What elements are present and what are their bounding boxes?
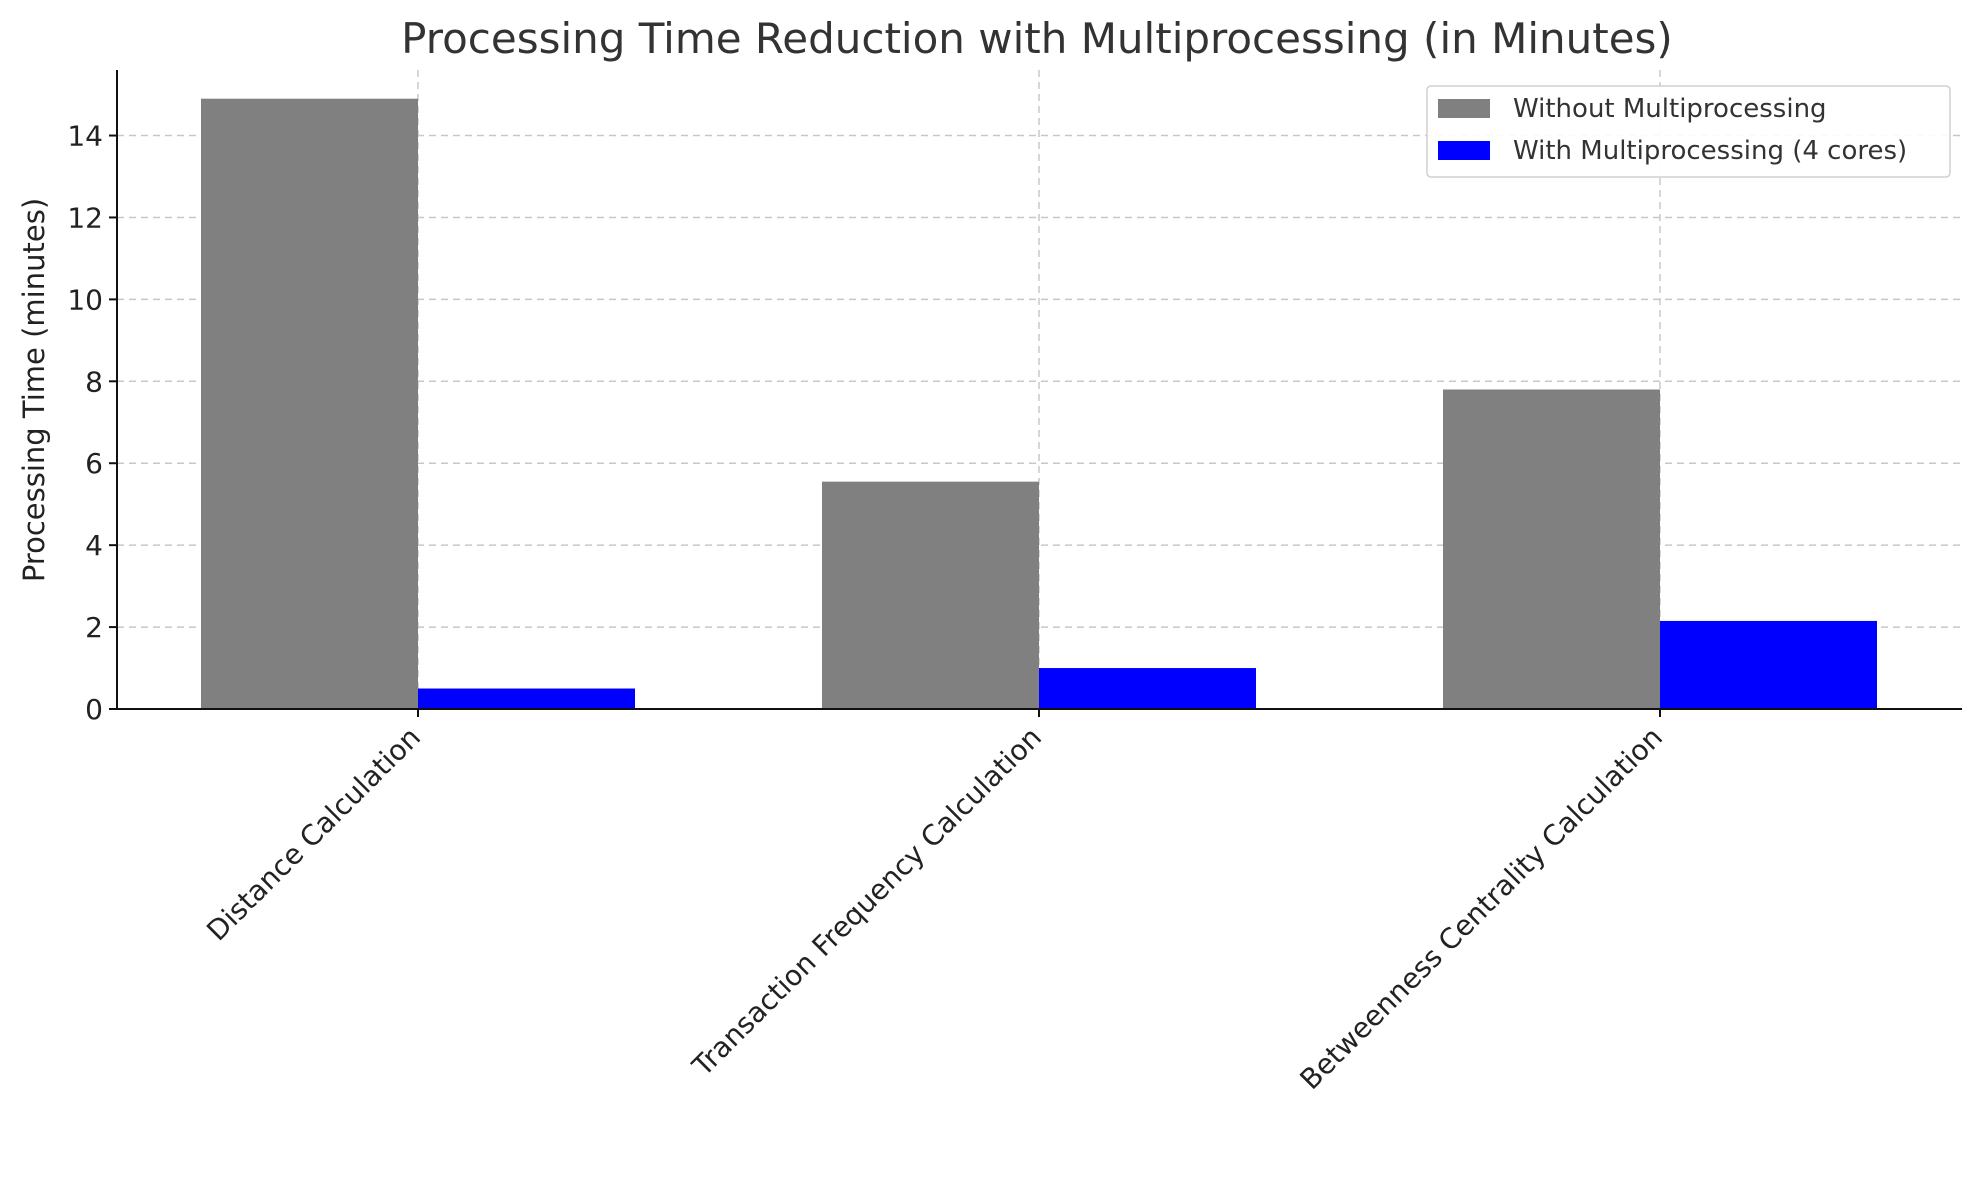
y-tick-label: 4 <box>85 529 103 562</box>
legend: Without Multiprocessing With Multiproces… <box>1426 85 1951 178</box>
y-tick-label: 14 <box>67 120 103 153</box>
legend-label-with-multiprocessing: With Multiprocessing (4 cores) <box>1513 136 1907 166</box>
bar-with-multiprocessing-1 <box>1039 668 1256 709</box>
x-tick-label: Transaction Frequency Calculation <box>685 721 1048 1084</box>
bar-without-multiprocessing-1 <box>822 481 1039 709</box>
bar-with-multiprocessing-0 <box>418 688 635 709</box>
bar-without-multiprocessing-0 <box>201 98 418 709</box>
legend-swatch-with-multiprocessing <box>1438 141 1490 160</box>
y-tick-label: 10 <box>67 283 103 316</box>
y-tick-labels: 0 2 4 6 8 10 12 14 <box>67 120 117 726</box>
bar-with-multiprocessing-2 <box>1660 620 1877 709</box>
y-tick-label: 2 <box>85 611 103 644</box>
bars <box>201 98 1877 709</box>
x-tick-label: Distance Calculation <box>200 721 427 948</box>
y-tick-label: 12 <box>67 201 103 234</box>
y-tick-label: 0 <box>85 693 103 726</box>
y-tick-label: 6 <box>85 447 103 480</box>
x-tick-labels: Distance Calculation Transaction Frequenc… <box>200 709 1669 1096</box>
legend-swatch-without-multiprocessing <box>1438 99 1490 118</box>
bar-without-multiprocessing-2 <box>1443 389 1660 709</box>
legend-frame <box>1426 85 1951 178</box>
x-tick-label: Betweenness Centrality Calculation <box>1294 721 1669 1096</box>
legend-label-without-multiprocessing: Without Multiprocessing <box>1513 94 1827 124</box>
chart-title: Processing Time Reduction with Multiproc… <box>401 14 1673 63</box>
y-tick-label: 8 <box>85 365 103 398</box>
y-axis-label: Processing Time (minutes) <box>17 198 51 582</box>
